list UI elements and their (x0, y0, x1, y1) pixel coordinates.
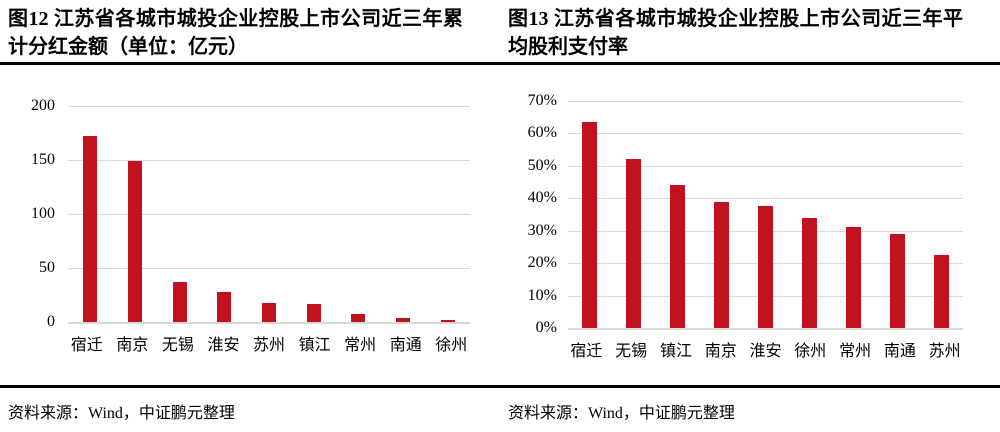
x-axis-category-label: 镇江 (298, 337, 331, 354)
bar-镇江 (307, 304, 321, 322)
x-axis-category-label: 南通 (389, 337, 422, 354)
bar-淮安 (758, 206, 773, 328)
gridline (68, 214, 470, 215)
x-axis-category-label: 徐州 (794, 343, 827, 360)
x-axis-labels: 宿迁 无锡 镇江 南京 淮安 徐州 常州 南通 苏州 (564, 341, 967, 363)
bar-淮安 (217, 292, 231, 322)
bar-徐州 (441, 320, 455, 322)
x-axis-category-label: 南通 (883, 343, 916, 360)
x-axis-category-label: 苏州 (253, 337, 286, 354)
figure-12-source: 资料来源：Wind，中证鹏元整理 (8, 405, 235, 422)
bar-无锡 (173, 282, 187, 322)
charts-row: 0 50 100 150 200 宿迁 南京 无锡 淮安 苏州 镇江 常州 南通 徐州 0% 10% 20% 3… (0, 65, 1000, 385)
y-axis-tick-label: 40% (527, 189, 557, 206)
x-axis-category-label: 南京 (116, 337, 149, 354)
gridline (568, 198, 963, 199)
y-axis-tick-label: 10% (527, 287, 557, 304)
bar-南京 (714, 202, 729, 328)
gridline (568, 101, 963, 102)
figure-13-bar-chart: 0% 10% 20% 30% 40% 50% 60% 70% 宿迁 无锡 镇江 南京 淮安 徐州 常州 南通苏… (500, 65, 1000, 385)
x-axis-category-label: 无锡 (161, 337, 194, 354)
y-axis-tick-label: 70% (527, 92, 557, 109)
x-axis-category-label: 常州 (839, 343, 872, 360)
x-axis-category-label: 宿迁 (70, 337, 103, 354)
x-axis-category-label: 淮安 (207, 337, 240, 354)
y-axis-tick-label: 30% (527, 222, 557, 239)
bar-南通 (890, 234, 905, 328)
bar-苏州 (262, 303, 276, 322)
x-axis-category-label: 无锡 (615, 343, 648, 360)
y-axis-tick-label: 50 (39, 259, 55, 276)
y-axis-tick-label: 0 (47, 313, 55, 330)
figure-13-source: 资料来源：Wind，中证鹏元整理 (508, 405, 735, 422)
x-axis-line (68, 322, 470, 324)
bar-宿迁 (582, 122, 597, 328)
x-axis-category-label: 常州 (344, 337, 377, 354)
bar-镇江 (670, 185, 685, 328)
x-axis-category-label: 徐州 (435, 337, 468, 354)
y-axis-tick-label: 20% (527, 254, 557, 271)
bar-南京 (128, 161, 142, 322)
bar-常州 (846, 227, 861, 328)
x-axis-category-label: 南京 (704, 343, 737, 360)
x-axis-category-label: 宿迁 (570, 343, 603, 360)
gridline (68, 268, 470, 269)
x-axis-category-label: 苏州 (928, 343, 961, 360)
gridline (568, 133, 963, 134)
figure-12-title-cell: 图12 江苏省各城市城投企业控股上市公司近三年累计分红金额（单位：亿元） (0, 0, 500, 62)
figure-titles-row: 图12 江苏省各城市城投企业控股上市公司近三年累计分红金额（单位：亿元） 图13… (0, 0, 1000, 65)
sources-row: 资料来源：Wind，中证鹏元整理 资料来源：Wind，中证鹏元整理 (0, 385, 1000, 432)
x-axis-category-label: 镇江 (659, 343, 692, 360)
gridline (68, 160, 470, 161)
gridline (68, 106, 470, 107)
bar-常州 (351, 314, 365, 322)
figure-13-title-cell: 图13 江苏省各城市城投企业控股上市公司近三年平均股利支付率 (500, 0, 1000, 62)
y-axis-tick-label: 100 (31, 205, 55, 222)
bar-宿迁 (83, 136, 97, 322)
x-axis-category-label: 淮安 (749, 343, 782, 360)
y-axis-tick-label: 150 (31, 151, 55, 168)
bar-南通 (396, 318, 410, 322)
y-axis-tick-label: 200 (31, 97, 55, 114)
y-axis-tick-label: 0% (535, 319, 557, 336)
bar-徐州 (802, 218, 817, 328)
figure-12-bar-chart: 0 50 100 150 200 宿迁 南京 无锡 淮安 苏州 镇江 常州 南通 徐州 (0, 65, 500, 385)
bar-苏州 (934, 255, 949, 328)
gridline (568, 166, 963, 167)
figure-12-title: 图12 江苏省各城市城投企业控股上市公司近三年累计分红金额（单位：亿元） (8, 8, 463, 58)
y-axis-tick-label: 60% (527, 124, 557, 141)
x-axis-labels: 宿迁 南京 无锡 淮安 苏州 镇江 常州 南通 徐州 (64, 335, 474, 357)
figure-13-title: 图13 江苏省各城市城投企业控股上市公司近三年平均股利支付率 (508, 8, 963, 58)
x-axis-line (568, 328, 963, 330)
bar-无锡 (626, 159, 641, 328)
y-axis-tick-label: 50% (527, 157, 557, 174)
